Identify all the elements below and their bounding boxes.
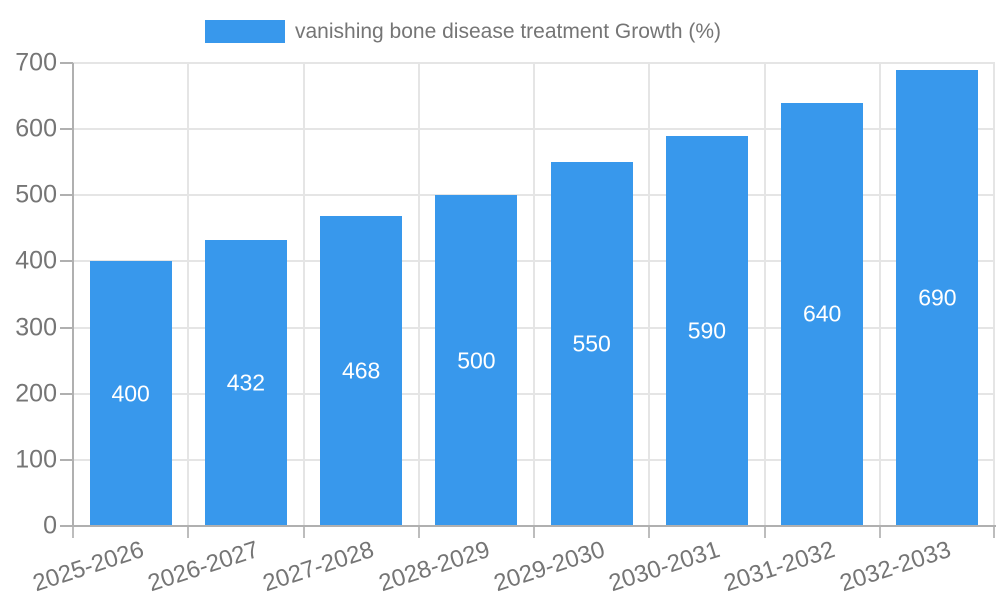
x-tick [187,526,190,538]
y-tick-label: 600 [15,114,57,143]
y-tick [60,525,73,527]
gridline-v [648,63,651,526]
bar-value-label: 550 [572,330,611,357]
bar[interactable]: 468 [320,216,403,526]
x-axis-line [72,525,996,527]
gridline-v [878,63,881,526]
x-tick [878,526,881,538]
y-axis-line [72,63,74,526]
bar-value-label: 640 [802,300,842,327]
gridline-v [993,63,995,526]
x-tick [763,526,766,538]
legend-swatch [205,20,285,43]
bar-value-label: 400 [111,380,150,407]
x-tick [417,526,420,538]
gridline-v [187,63,190,526]
gridline-v [417,63,420,526]
gridline-v [302,63,305,526]
x-tick [533,526,535,538]
bar[interactable]: 550 [550,162,633,526]
x-tick-label: 2030-2031 [605,536,724,598]
x-tick-label: 2025-2026 [29,536,147,598]
x-tick [302,526,305,538]
bar[interactable]: 590 [665,135,748,526]
bar-value-label: 590 [687,317,727,344]
y-tick-label: 300 [15,313,57,342]
y-tick [60,62,73,64]
x-tick [993,526,995,538]
x-tick-label: 2027-2028 [259,536,378,598]
bar[interactable]: 690 [896,69,979,526]
x-tick-label: 2028-2029 [375,536,493,598]
gridline-v [763,63,766,526]
legend[interactable]: vanishing bone disease treatment Growth … [205,20,721,43]
y-tick [60,128,73,131]
y-tick-label: 0 [43,511,57,540]
bar[interactable]: 432 [204,240,287,526]
x-tick-label: 2029-2030 [490,536,608,598]
y-tick-label: 400 [15,246,57,275]
y-tick [60,326,73,329]
gridline-v [533,63,535,526]
y-tick-label: 500 [15,180,57,209]
plot-area: 0 100 200 300 400 500 600 700 400 2025-2026 432 202… [15,49,996,597]
x-tick-label: 2032-2033 [836,536,954,598]
y-tick-label: 200 [15,379,57,408]
legend-label: vanishing bone disease treatment Growth … [295,20,722,43]
x-tick-label: 2026-2027 [144,536,263,598]
y-tick-label: 100 [15,445,57,474]
y-tick [60,392,73,395]
x-tick-label: 2031-2032 [720,536,839,598]
y-tick [60,458,73,461]
bar[interactable]: 640 [781,102,864,526]
y-tick [60,194,73,197]
bar-value-label: 432 [226,369,266,396]
bar-value-label: 468 [341,357,381,384]
y-tick-label: 700 [15,48,57,77]
x-tick [72,526,74,538]
y-tick [60,260,73,263]
bar-value-label: 500 [457,347,496,374]
bar-value-label: 690 [918,284,957,311]
bar[interactable]: 400 [89,261,172,526]
bar[interactable]: 500 [435,195,518,526]
x-tick [648,526,651,538]
